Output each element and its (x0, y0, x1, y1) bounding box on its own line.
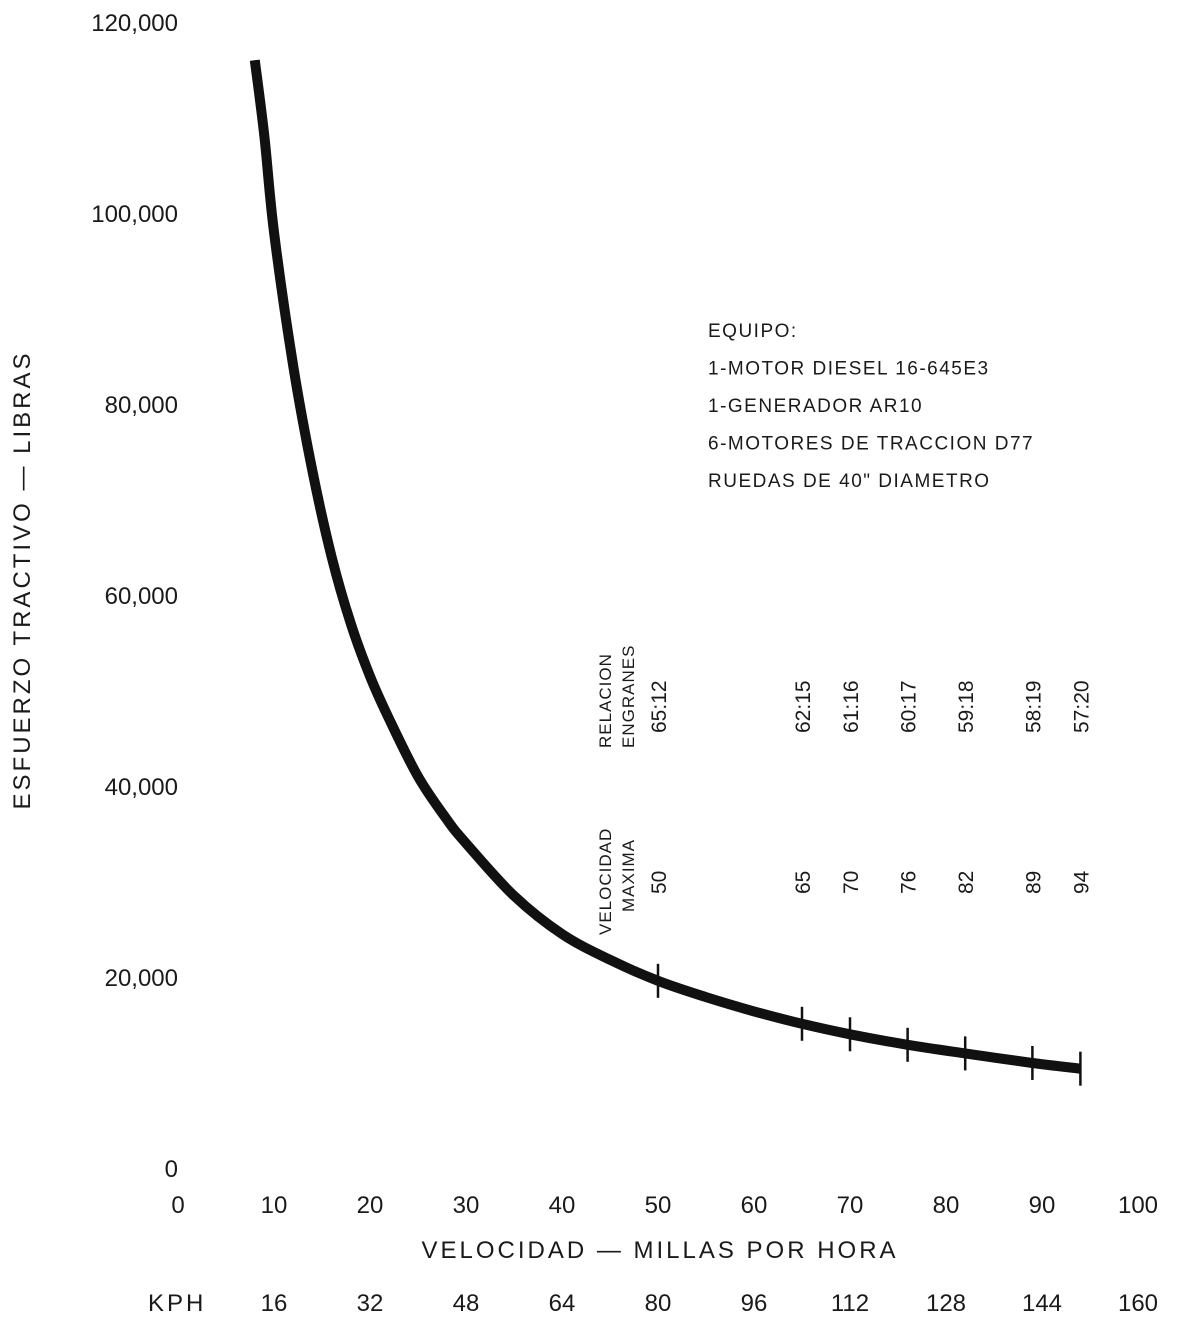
speed-header-line2: MAXIMA (619, 839, 638, 912)
speed-header-line1: VELOCIDAD (596, 828, 615, 935)
equipment-line: EQUIPO: (708, 321, 798, 342)
max-speed-label: 76 (898, 871, 921, 894)
kph-tick-label: 160 (1118, 1290, 1158, 1317)
y-tick-label: 20,000 (105, 965, 178, 992)
x-axis-label: VELOCIDAD — MILLAS POR HORA (421, 1237, 898, 1264)
kph-tick-label: 144 (1022, 1290, 1062, 1317)
max-speed-label: 65 (792, 871, 815, 894)
kph-axis-label: KPH (148, 1290, 206, 1317)
x-tick-label: 50 (645, 1192, 672, 1219)
ratio-header-line1: RELACION (596, 653, 615, 748)
kph-tick-label: 128 (926, 1290, 966, 1317)
gear-ratio-label: 61:16 (840, 680, 863, 733)
y-tick-label: 0 (165, 1156, 178, 1183)
gear-ratio-label: 58:19 (1022, 680, 1045, 733)
max-speed-label: 82 (955, 871, 978, 894)
x-tick-label: 0 (171, 1192, 184, 1219)
equipment-line: RUEDAS DE 40" DIAMETRO (708, 471, 991, 492)
y-axis-label: ESFUERZO TRACTIVO — LIBRAS (9, 351, 36, 810)
kph-tick-label: 80 (645, 1290, 672, 1317)
x-tick-label: 60 (741, 1192, 768, 1219)
y-tick-label: 120,000 (91, 10, 178, 37)
kph-tick-label: 96 (741, 1290, 768, 1317)
max-speed-label: 94 (1070, 870, 1093, 894)
y-tick-label: 40,000 (105, 774, 178, 801)
ratio-header-line2: ENGRANES (619, 645, 638, 748)
x-tick-label: 70 (837, 1192, 864, 1219)
kph-tick-label: 48 (453, 1290, 480, 1317)
gear-table-header: RELACION ENGRANES VELOCIDAD MAXIMA (596, 645, 638, 935)
x-tick-label: 80 (933, 1192, 960, 1219)
kph-tick-label: 64 (549, 1290, 576, 1317)
equipment-line: 6-MOTORES DE TRACCION D77 (708, 434, 1034, 455)
y-tick-label: 100,000 (91, 201, 178, 228)
equipment-line: 1-MOTOR DIESEL 16-645E3 (708, 359, 990, 380)
x-tick-label: 100 (1118, 1192, 1158, 1219)
kph-tick-label: 112 (831, 1290, 869, 1317)
gear-ratio-label: 62:15 (792, 680, 815, 733)
y-tick-label: 60,000 (105, 583, 178, 610)
x-tick-label: 10 (261, 1192, 288, 1219)
max-speed-label: 89 (1022, 871, 1045, 894)
kph-axis-ticks: 16 32 48 64 80 96 112 128 144 160 (261, 1290, 1158, 1317)
equipment-line: 1-GENERADOR AR10 (708, 396, 923, 417)
x-axis-ticks: 0 10 20 30 40 50 60 70 80 90 100 (171, 1192, 1158, 1219)
gear-ratio-label: 59:18 (955, 680, 978, 733)
kph-tick-label: 32 (357, 1290, 384, 1317)
gear-tick-marks (656, 963, 1082, 1086)
kph-tick-label: 16 (261, 1290, 288, 1317)
max-speed-label: 50 (648, 871, 671, 894)
y-axis-ticks: 0 20,000 40,000 60,000 80,000 100,000 120,000 (91, 10, 178, 1183)
x-tick-label: 90 (1029, 1192, 1056, 1219)
gear-labels: 65:12 50 62:15 65 61:16 70 60:17 76 59:18 82 58:19… (648, 680, 1093, 894)
x-tick-label: 30 (453, 1192, 480, 1219)
max-speed-label: 70 (840, 871, 863, 894)
x-tick-label: 20 (357, 1192, 384, 1219)
gear-ratio-label: 65:12 (648, 680, 671, 733)
x-tick-label: 40 (549, 1192, 576, 1219)
gear-ratio-label: 60:17 (898, 680, 921, 733)
tractive-effort-curve (249, 59, 1082, 1074)
equipment-annotation: EQUIPO: 1-MOTOR DIESEL 16-645E3 1-GENERADO… (708, 321, 1034, 492)
gear-ratio-label: 57:20 (1070, 680, 1093, 733)
y-tick-label: 80,000 (105, 392, 178, 419)
